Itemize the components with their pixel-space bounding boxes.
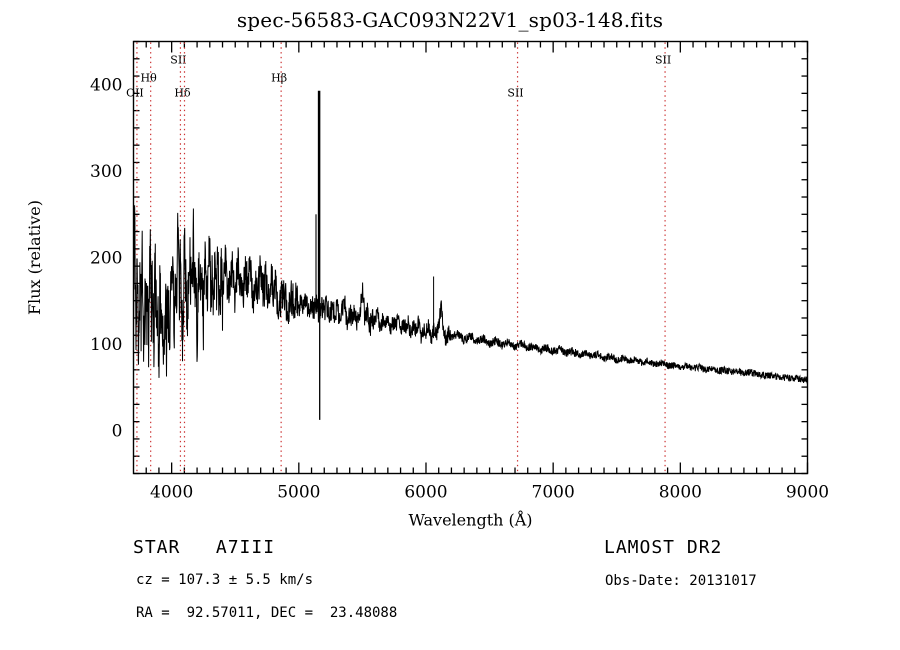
coordinates-label: RA = 92.57011, DEC = 23.48088 [136,605,398,621]
x-tick-label: 6000 [404,483,447,503]
y-tick-label: 0 [112,421,123,441]
x-tick-label: 7000 [532,483,575,503]
x-tick-label: 5000 [277,483,320,503]
spectral-line-label: SII [170,54,186,67]
y-tick-label: 300 [90,162,122,182]
spectral-line-label: OII [126,87,144,100]
spectral-line-label: Hθ [141,72,158,85]
spectral-line-label: Hβ [271,72,287,85]
object-type-label: STAR A7III [133,537,276,558]
axis-ticks [133,40,809,475]
y-axis-title: Flux (relative) [25,200,44,315]
y-tick-label: 400 [90,76,122,96]
x-tick-label: 8000 [659,483,702,503]
page-title: spec-56583-GAC093N22V1_sp03-148.fits [236,8,664,32]
y-tick-label: 200 [90,249,122,269]
redshift-velocity-label: cz = 107.3 ± 5.5 km/s [136,572,314,588]
x-axis-title: Wavelength (Å) [408,510,532,530]
survey-label: LAMOST DR2 [604,537,723,558]
x-tick-label: 9000 [786,483,829,503]
spectral-line-label: SII [507,87,523,100]
spectral-line-label: Hδ [174,87,191,100]
spectral-line-label: SII [655,54,671,67]
spectrum-trace [133,205,808,384]
y-tick-label: 100 [90,335,122,355]
x-tick-label: 4000 [150,483,193,503]
observation-date-label: Obs-Date: 20131017 [605,573,757,589]
plot-frame [132,40,809,475]
emission-spike [317,90,321,420]
